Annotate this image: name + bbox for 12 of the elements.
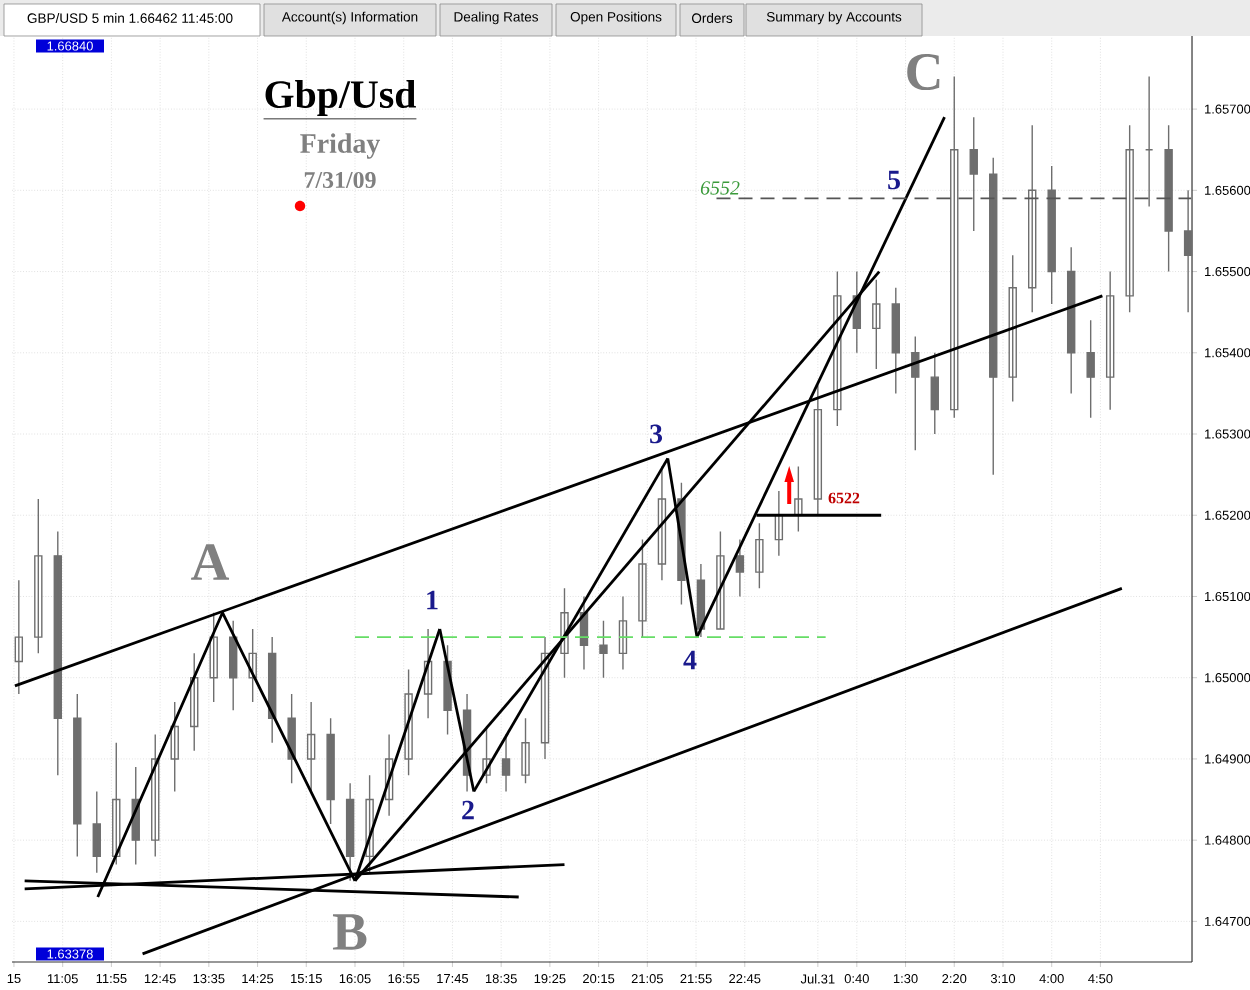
- annotation: 2: [462, 800, 474, 820]
- text: Friday: [300, 133, 381, 159]
- annotation: C: [907, 53, 940, 91]
- annotation: 6552: [700, 181, 740, 195]
- annotation: 5: [888, 170, 900, 190]
- text: Gbp/Usd: [265, 79, 416, 117]
- annotation: 3: [650, 424, 663, 444]
- annotation: 7/31/09: [304, 171, 376, 189]
- annotation: A: [191, 544, 230, 580]
- annotation: 4: [683, 650, 697, 670]
- annotation: 1: [427, 590, 438, 610]
- annotation: B: [332, 914, 367, 950]
